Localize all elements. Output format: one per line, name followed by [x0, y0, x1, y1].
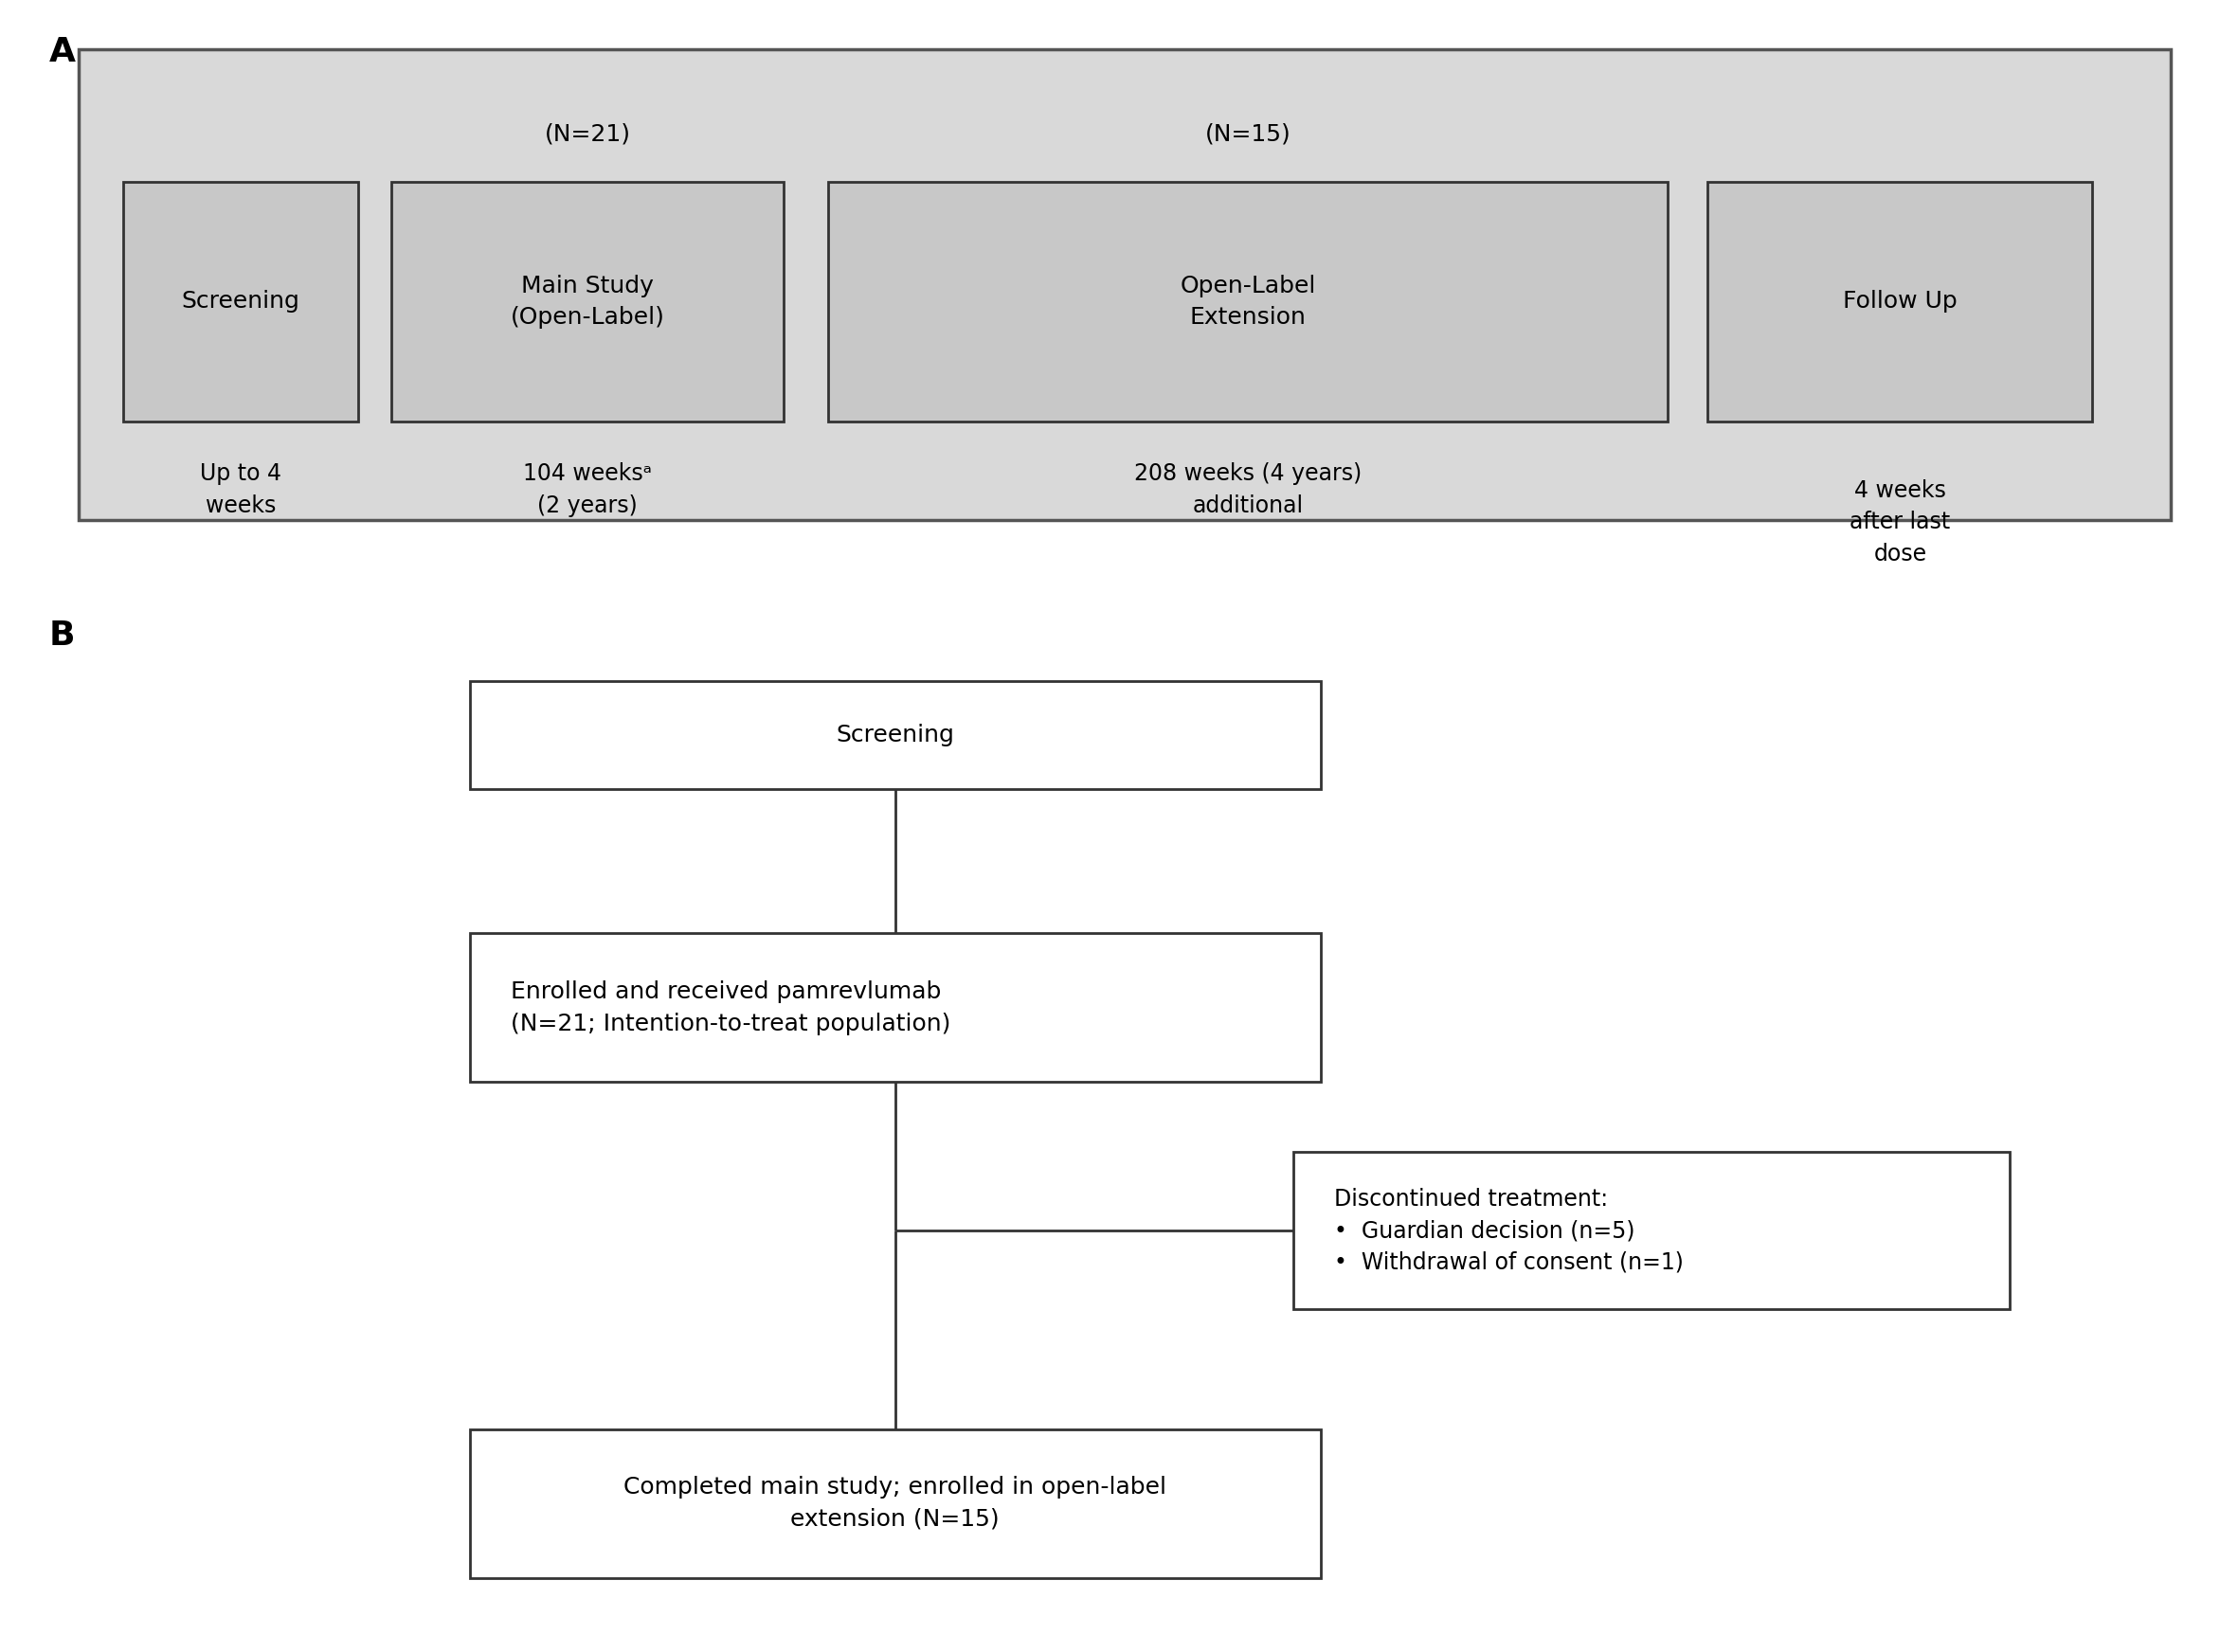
Text: 104 weeksᵃ
(2 years): 104 weeksᵃ (2 years): [524, 463, 651, 517]
Text: Enrolled and received pamrevlumab
(N=21; Intention-to-treat population): Enrolled and received pamrevlumab (N=21;…: [510, 981, 951, 1034]
Text: Main Study
(Open-Label): Main Study (Open-Label): [510, 274, 665, 329]
FancyBboxPatch shape: [1294, 1153, 2010, 1308]
Text: (N=21): (N=21): [544, 122, 631, 145]
Text: Up to 4
weeks: Up to 4 weeks: [199, 463, 282, 517]
FancyBboxPatch shape: [470, 681, 1320, 788]
FancyBboxPatch shape: [392, 182, 783, 421]
Text: Open-Label
Extension: Open-Label Extension: [1179, 274, 1316, 329]
FancyBboxPatch shape: [78, 50, 2171, 520]
Text: A: A: [49, 36, 76, 68]
Text: 4 weeks
after last
dose: 4 weeks after last dose: [1851, 479, 1949, 565]
Text: Completed main study; enrolled in open-label
extension (N=15): Completed main study; enrolled in open-l…: [624, 1477, 1166, 1530]
Text: Discontinued treatment:
•  Guardian decision (n=5)
•  Withdrawal of consent (n=1: Discontinued treatment: • Guardian decis…: [1334, 1188, 1683, 1274]
Text: (N=15): (N=15): [1204, 122, 1291, 145]
Text: B: B: [49, 620, 76, 651]
FancyBboxPatch shape: [828, 182, 1667, 421]
FancyBboxPatch shape: [470, 1429, 1320, 1578]
FancyBboxPatch shape: [123, 182, 358, 421]
FancyBboxPatch shape: [1708, 182, 2093, 421]
Text: Screening: Screening: [837, 724, 953, 747]
Text: Screening: Screening: [181, 291, 300, 312]
Text: Follow Up: Follow Up: [1842, 291, 1958, 312]
Text: 208 weeks (4 years)
additional: 208 weeks (4 years) additional: [1135, 463, 1361, 517]
FancyBboxPatch shape: [470, 933, 1320, 1082]
